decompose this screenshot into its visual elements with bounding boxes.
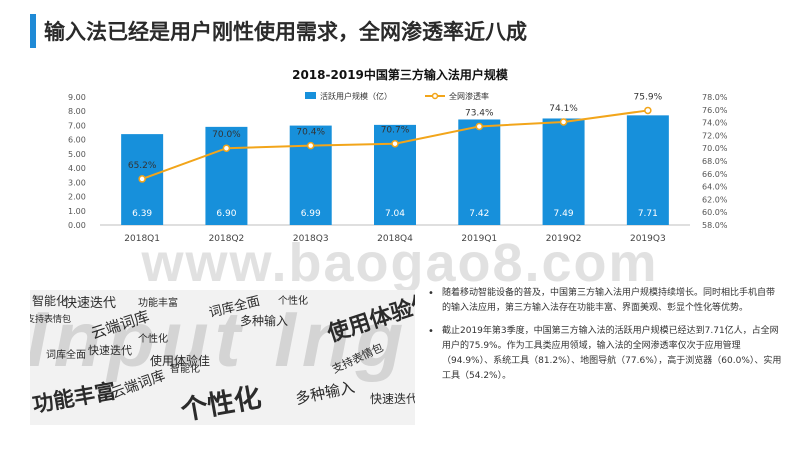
left-tick-label: 0.00 [68, 221, 86, 230]
right-tick-label: 64.0% [702, 183, 728, 192]
line-point [138, 175, 146, 183]
line-series: 65.2% 70.0% 70.4% 70.7% 73.4% 74.1% 75.9% [128, 92, 663, 183]
line-value-label: 74.1% [549, 104, 578, 114]
line-value-label: 70.0% [212, 130, 241, 140]
category-label: 2018Q1 [124, 234, 160, 244]
line-value-label: 75.9% [634, 92, 663, 102]
legend-line-label: 全网渗透率 [449, 91, 489, 101]
word-cloud-background-word: Input Ing [30, 295, 410, 383]
note-text: 随着移动智能设备的普及，中国第三方输入法用户规模持续增长。同时相比手机自带的输入… [442, 288, 776, 313]
right-tick-label: 70.0% [702, 144, 728, 153]
left-tick-label: 1.00 [68, 207, 86, 216]
line-point [559, 118, 568, 126]
left-tick-label: 8.00 [68, 107, 86, 116]
category-label: 2018Q2 [209, 234, 245, 244]
bar-line-chart: 0.00 1.00 2.00 3.00 4.00 5.00 6.00 7.00 8.00 9.00… [68, 91, 728, 244]
right-tick-label: 68.0% [702, 157, 728, 166]
bar-value-label: 7.42 [469, 209, 489, 219]
line-point [644, 106, 652, 115]
left-tick-label: 7.00 [68, 121, 86, 130]
right-tick-label: 66.0% [702, 170, 728, 179]
word-cloud-word: 支持表情包 [30, 315, 72, 325]
title-accent-bar [30, 14, 36, 48]
category-label: 2018Q3 [293, 234, 329, 244]
legend-bar-label: 活跃用户规模（亿） [320, 91, 392, 101]
right-tick-label: 62.0% [702, 195, 728, 204]
word-cloud-word: 多种输入 [240, 314, 289, 328]
bullet-dot: • [428, 326, 434, 337]
chart-title: 2018-2019中国第三方输入法用户规模 [292, 68, 508, 82]
bar [458, 119, 501, 225]
right-tick-label: 72.0% [702, 131, 728, 140]
left-tick-label: 4.00 [68, 164, 86, 173]
note-item: • 随着移动智能设备的普及，中国第三方输入法用户规模持续增长。同时相比手机自带的… [428, 286, 783, 316]
word-cloud-word: 功能丰富 [138, 298, 178, 309]
note-item: • 截止2019年第3季度，中国第三方输入法的活跃用户规模已经达到7.71亿人，… [428, 324, 783, 384]
bar [626, 115, 669, 225]
right-tick-label: 76.0% [702, 106, 728, 115]
word-cloud-word: 快速迭代 [64, 296, 117, 311]
notes-list: • 随着移动智能设备的普及，中国第三方输入法用户规模持续增长。同时相比手机自带的… [428, 286, 783, 392]
legend-line-marker [431, 92, 439, 100]
bar-value-label: 6.90 [216, 209, 236, 219]
word-cloud-image: Input Ing 智能化 快速迭代 功能丰富 词库全面 个性化 使用体验佳 支持表情包 云端… [30, 290, 415, 425]
category-label: 2018Q4 [377, 234, 413, 244]
word-cloud-word: 个性化 [138, 334, 168, 345]
category-label: 2019Q2 [546, 234, 582, 244]
bar-value-label: 7.49 [554, 209, 574, 219]
x-axis-categories: 2018Q1 2018Q2 2018Q3 2018Q4 2019Q1 2019Q2 2019… [124, 234, 665, 244]
left-tick-label: 2.00 [68, 193, 86, 202]
legend: 活跃用户规模（亿） 全网渗透率 [305, 91, 489, 101]
line-point [391, 139, 399, 148]
word-cloud-word: 使用体验佳 [150, 354, 211, 368]
left-tick-label: 5.00 [68, 150, 86, 159]
bar-value-label: 6.99 [301, 209, 321, 219]
line-point [222, 144, 231, 152]
left-tick-label: 3.00 [68, 178, 86, 187]
right-tick-label: 58.0% [702, 221, 728, 230]
line-value-label: 70.7% [381, 126, 410, 136]
word-cloud-word: 智能化 [32, 294, 69, 308]
bar-value-label: 7.71 [638, 209, 658, 219]
bullet-dot: • [428, 288, 434, 299]
line-value-label: 70.4% [296, 128, 325, 138]
bar-value-label: 7.04 [385, 209, 405, 219]
word-cloud-word: 快速迭代 [370, 392, 415, 406]
bar [542, 118, 585, 225]
line-point [306, 141, 315, 150]
line-point [475, 122, 484, 131]
left-tick-label: 6.00 [68, 136, 86, 145]
bar [205, 126, 248, 225]
right-tick-label: 78.0% [702, 93, 728, 102]
right-y-axis: 58.0% 60.0% 62.0% 64.0% 66.0% 68.0% 70.0% 72.0%… [702, 93, 728, 230]
word-cloud-word: 个性化 [278, 296, 308, 307]
line-value-label: 73.4% [465, 108, 494, 118]
page-title: 输入法已经是用户刚性使用需求，全网渗透率近八成 [44, 20, 527, 44]
left-y-axis: 0.00 1.00 2.00 3.00 4.00 5.00 6.00 7.00 8.00 9.00 [68, 93, 86, 230]
category-label: 2019Q3 [630, 234, 666, 244]
category-label: 2019Q1 [461, 234, 497, 244]
word-cloud-word: 智能化 [170, 364, 200, 375]
right-tick-label: 74.0% [702, 119, 728, 128]
line-value-label: 65.2% [128, 161, 157, 171]
note-text: 截止2019年第3季度，中国第三方输入法的活跃用户规模已经达到7.71亿人，占全… [442, 326, 782, 381]
right-tick-label: 60.0% [702, 208, 728, 217]
legend-bar-swatch [305, 92, 316, 99]
left-tick-label: 9.00 [68, 93, 86, 102]
bar-value-label: 6.39 [132, 209, 152, 219]
word-cloud-word: 快速迭代 [88, 344, 132, 357]
word-cloud-word: 词库全面 [46, 350, 86, 361]
